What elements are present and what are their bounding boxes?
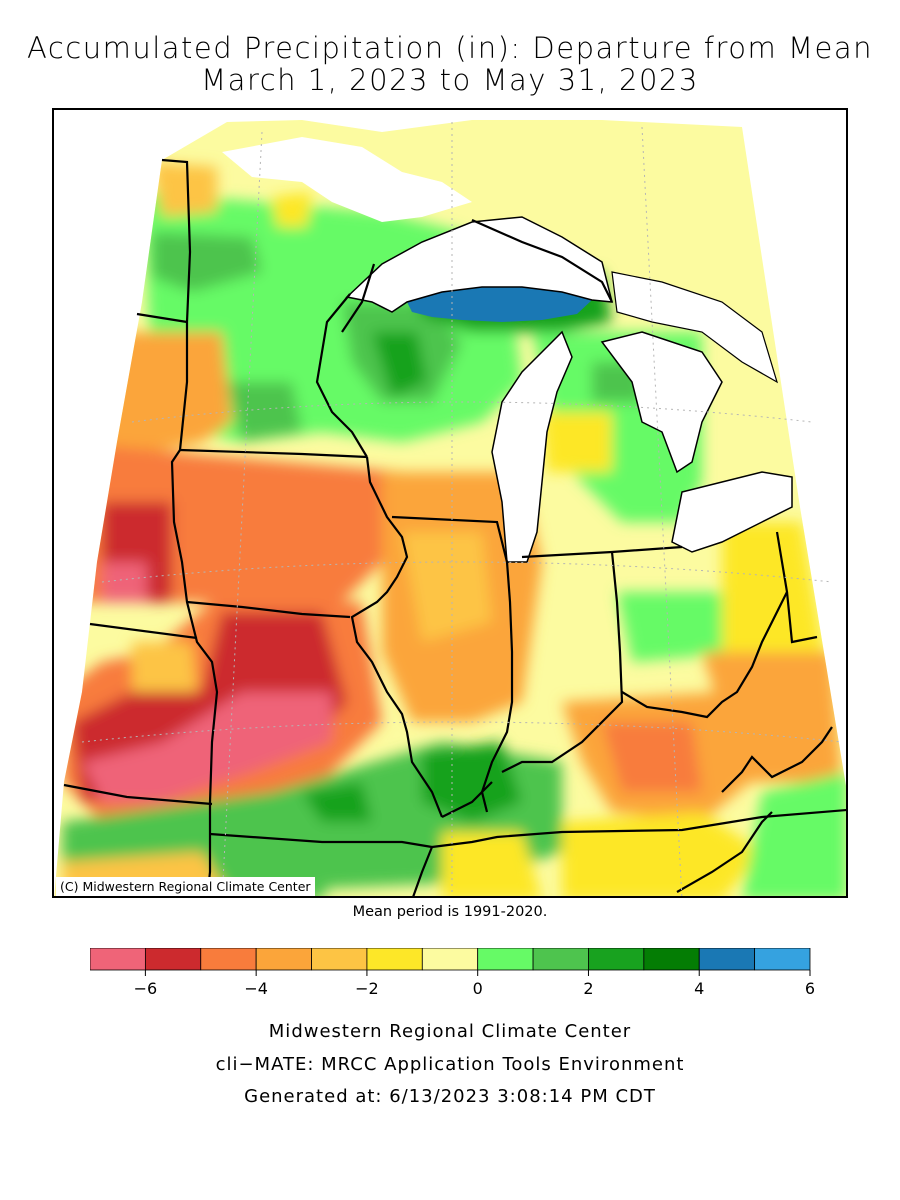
legend-tick-label-5: 4: [694, 979, 704, 998]
map-frame[interactable]: (C) Midwestern Regional Climate Center: [52, 108, 848, 898]
copyright-label: (C) Midwestern Regional Climate Center: [56, 877, 315, 896]
legend-tick-label-4: 2: [583, 979, 593, 998]
map-title-line2: March 1, 2023 to May 31, 2023: [201, 63, 699, 97]
legend-tick-label-1: −4: [244, 979, 268, 998]
legend-bin-8: [532, 948, 589, 971]
legend-bin-6: [421, 948, 479, 971]
legend-tick-label-2: −2: [355, 979, 379, 998]
color-legend: −6 −4 −2 0 2 4 6: [90, 948, 815, 998]
legend-bin-0: [90, 948, 146, 971]
legend-bin-11: [698, 948, 756, 971]
map-title-line1: Accumulated Precipitation (in): Departur…: [26, 31, 874, 65]
footer-org: Midwestern Regional Climate Center: [268, 1021, 632, 1042]
footer-generated: Generated at: 6/13/2023 3:08:14 PM CDT: [244, 1086, 656, 1107]
graticule: [81, 122, 843, 896]
precipitation-map[interactable]: [54, 110, 848, 898]
legend-bin-3: [255, 948, 312, 971]
legend-bin-2: [200, 948, 257, 971]
legend-bin-9: [588, 948, 645, 971]
legend-bin-5: [366, 948, 423, 971]
legend-bin-1: [144, 948, 202, 971]
legend-bin-7: [477, 948, 534, 971]
legend-tick-label-6: 6: [805, 979, 815, 998]
legend-bin-12: [754, 948, 811, 971]
legend-tick-label-0: −6: [134, 979, 158, 998]
footer-app: cli−MATE: MRCC Application Tools Environ…: [215, 1054, 685, 1075]
legend-bin-4: [311, 948, 368, 971]
legend-bin-10: [643, 948, 700, 971]
legend-tick-label-3: 0: [473, 979, 483, 998]
state-borders: [63, 158, 846, 896]
mean-period-note: Mean period is 1991-2020.: [352, 904, 548, 920]
great-lakes: [222, 137, 793, 563]
